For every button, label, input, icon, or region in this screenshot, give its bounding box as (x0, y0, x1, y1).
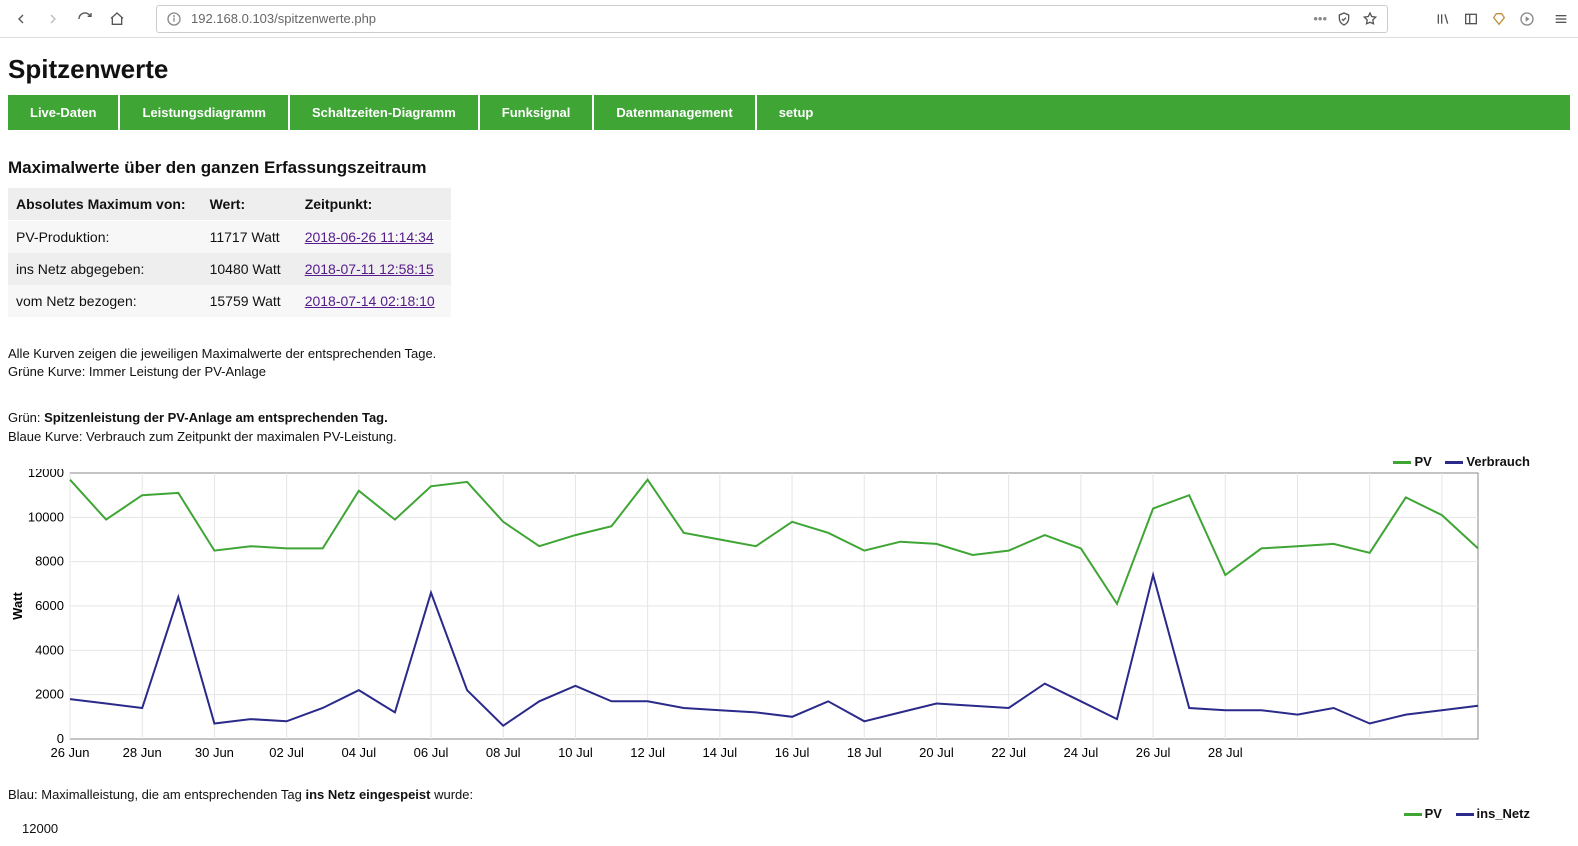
svg-text:30 Jun: 30 Jun (195, 745, 234, 760)
svg-text:14 Jul: 14 Jul (702, 745, 737, 760)
table-row: PV-Produktion: 11717 Watt 2018-06-26 11:… (8, 221, 451, 254)
table-header: Zeitpunkt: (297, 188, 451, 221)
library-icon[interactable] (1434, 10, 1452, 28)
menu-item[interactable]: Schaltzeiten-Diagramm (290, 95, 480, 130)
svg-text:4000: 4000 (35, 642, 64, 657)
menu-icon[interactable] (1552, 10, 1570, 28)
menu-item[interactable]: setup (757, 95, 836, 130)
legend-label: PV (1425, 806, 1442, 821)
svg-text:10000: 10000 (28, 509, 64, 524)
svg-text:12000: 12000 (28, 469, 64, 480)
table-row: ins Netz abgegeben: 10480 Watt 2018-07-1… (8, 253, 451, 285)
description-block-3: Blau: Maximalleistung, die am entspreche… (8, 787, 1570, 802)
svg-text:26 Jul: 26 Jul (1136, 745, 1171, 760)
chart-legend: PV Verbrauch (8, 452, 1570, 469)
svg-text:2000: 2000 (35, 686, 64, 701)
svg-text:0: 0 (57, 731, 64, 746)
url-bar[interactable]: 192.168.0.103/spitzenwerte.php ••• (156, 5, 1388, 33)
timestamp-link[interactable]: 2018-06-26 11:14:34 (305, 229, 434, 245)
svg-text:08 Jul: 08 Jul (486, 745, 521, 760)
back-button[interactable] (8, 6, 34, 32)
ellipsis-icon[interactable]: ••• (1313, 11, 1327, 26)
chart2-ytop: 12000 (8, 821, 1570, 836)
legend-swatch-verbrauch (1445, 461, 1463, 464)
max-values-table: Absolutes Maximum von: Wert: Zeitpunkt: … (8, 188, 451, 317)
desc-line: Grüne Kurve: Immer Leistung der PV-Anlag… (8, 363, 1570, 381)
svg-text:02 Jul: 02 Jul (269, 745, 304, 760)
desc-line: Alle Kurven zeigen die jeweiligen Maxima… (8, 345, 1570, 363)
desc-line: Blaue Kurve: Verbrauch zum Zeitpunkt der… (8, 428, 1570, 446)
browser-toolbar: 192.168.0.103/spitzenwerte.php ••• (0, 0, 1578, 38)
desc-suffix: wurde: (430, 787, 473, 802)
legend-label: Verbrauch (1466, 454, 1530, 469)
legend-label: PV (1414, 454, 1431, 469)
menu-item[interactable]: Live-Daten (8, 95, 120, 130)
info-icon (165, 10, 183, 28)
table-header: Wert: (202, 188, 297, 221)
svg-text:6000: 6000 (35, 598, 64, 613)
svg-text:20 Jul: 20 Jul (919, 745, 954, 760)
legend-swatch-insnetz (1456, 813, 1474, 816)
section-heading: Maximalwerte über den ganzen Erfassungsz… (8, 158, 1570, 178)
description-block-1: Alle Kurven zeigen die jeweiligen Maxima… (8, 345, 1570, 381)
menu-item[interactable]: Funksignal (480, 95, 595, 130)
svg-text:Watt: Watt (10, 591, 25, 619)
legend-swatch-pv (1404, 813, 1422, 816)
svg-text:12 Jul: 12 Jul (630, 745, 665, 760)
svg-text:24 Jul: 24 Jul (1064, 745, 1099, 760)
desc-bold: Spitzenleistung der PV-Anlage am entspre… (44, 410, 388, 425)
row-value: 11717 Watt (202, 221, 297, 254)
svg-text:26 Jun: 26 Jun (50, 745, 89, 760)
description-block-2: Grün: Spitzenleistung der PV-Anlage am e… (8, 409, 1570, 445)
chart-container: PV Verbrauch 0 2000 4000 6000 8000 10000 12000… (8, 452, 1570, 769)
page-title: Spitzenwerte (8, 54, 1570, 85)
legend-label: ins_Netz (1477, 806, 1530, 821)
chart2-legend: PV ins_Netz (8, 804, 1570, 821)
main-menu: Live-Daten Leistungsdiagramm Schaltzeite… (8, 95, 1570, 130)
reload-button[interactable] (72, 6, 98, 32)
play-icon[interactable] (1518, 10, 1536, 28)
svg-text:28 Jun: 28 Jun (123, 745, 162, 760)
svg-text:22 Jul: 22 Jul (991, 745, 1026, 760)
timestamp-link[interactable]: 2018-07-14 02:18:10 (305, 293, 435, 309)
chart2-container: PV ins_Netz 12000 (8, 804, 1570, 836)
row-label: PV-Produktion: (8, 221, 202, 254)
table-header: Absolutes Maximum von: (8, 188, 202, 221)
table-row: vom Netz bezogen: 15759 Watt 2018-07-14 … (8, 285, 451, 317)
bookmark-star-icon[interactable] (1361, 10, 1379, 28)
svg-text:04 Jul: 04 Jul (341, 745, 376, 760)
svg-text:16 Jul: 16 Jul (775, 745, 810, 760)
row-label: ins Netz abgegeben: (8, 253, 202, 285)
svg-text:06 Jul: 06 Jul (414, 745, 449, 760)
sidebar-icon[interactable] (1462, 10, 1480, 28)
svg-text:8000: 8000 (35, 553, 64, 568)
shield-icon[interactable] (1335, 10, 1353, 28)
desc-bold: ins Netz eingespeist (306, 787, 431, 802)
timestamp-link[interactable]: 2018-07-11 12:58:15 (305, 261, 434, 277)
desc-prefix: Grün: (8, 410, 44, 425)
menu-item[interactable]: Leistungsdiagramm (120, 95, 290, 130)
row-value: 15759 Watt (202, 285, 297, 317)
menu-item[interactable]: Datenmanagement (594, 95, 756, 130)
addon-icon[interactable] (1490, 10, 1508, 28)
home-button[interactable] (104, 6, 130, 32)
row-label: vom Netz bezogen: (8, 285, 202, 317)
svg-text:10 Jul: 10 Jul (558, 745, 593, 760)
line-chart: 0 2000 4000 6000 8000 10000 12000 26 Jun 28 Jun 3… (8, 469, 1488, 769)
svg-text:18 Jul: 18 Jul (847, 745, 882, 760)
url-text: 192.168.0.103/spitzenwerte.php (191, 11, 376, 26)
svg-text:28 Jul: 28 Jul (1208, 745, 1243, 760)
desc-prefix: Blau: Maximalleistung, die am entspreche… (8, 787, 306, 802)
row-value: 10480 Watt (202, 253, 297, 285)
legend-swatch-pv (1393, 461, 1411, 464)
forward-button[interactable] (40, 6, 66, 32)
